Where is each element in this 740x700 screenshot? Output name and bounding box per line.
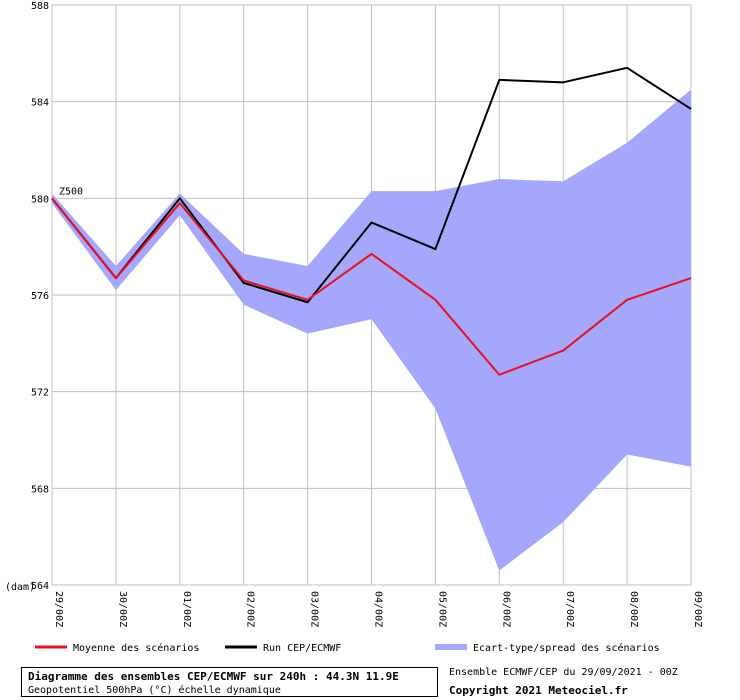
y-tick-label: 588: [31, 1, 49, 12]
x-tick-label: 07/00Z: [564, 591, 575, 627]
x-tick-label: 03/00Z: [309, 591, 320, 627]
series-line-mean: [51, 197, 692, 376]
y-axis-unit-label: (dam): [5, 582, 35, 593]
x-tick-label: 29/00Z: [53, 591, 64, 627]
z500-annotation: Z500: [59, 186, 83, 197]
legend-label: Run CEP/ECMWF: [263, 643, 341, 654]
footer-subtitle: Geopotentiel 500hPa (°C) échelle dynamiq…: [28, 685, 281, 696]
legend: Moyenne des scénarios Run CEP/ECMWF Ecart-…: [35, 642, 660, 654]
y-tick-label: 572: [31, 388, 49, 399]
legend-item-mean: Moyenne des scénarios: [35, 642, 199, 654]
y-tick-label: 564: [31, 581, 49, 592]
x-tick-label: 04/00Z: [373, 591, 384, 627]
legend-label: Ecart-type/spread des scénarios: [473, 642, 660, 654]
y-tick-label: 580: [31, 194, 49, 205]
copyright: Copyright 2021 Meteociel.fr: [449, 684, 628, 697]
x-tick-label: 01/00Z: [181, 591, 192, 627]
run-info: Ensemble ECMWF/CEP du 29/09/2021 - 00Z: [449, 667, 678, 678]
footer-title: Diagramme des ensembles CEP/ECMWF sur 24…: [28, 670, 399, 683]
legend-item-spread: Ecart-type/spread des scénarios: [435, 642, 660, 654]
y-tick-label: 576: [31, 291, 49, 302]
x-tick-label: 06/00Z: [500, 591, 511, 627]
spread-band: [52, 89, 691, 571]
series-lines-layer: [51, 66, 692, 376]
legend-item-run: Run CEP/ECMWF: [225, 643, 341, 654]
x-tick-label: 05/00Z: [436, 591, 447, 627]
tick-labels-layer: 568 572 576 580 584 588 29/00Z 30/00Z 01/00Z 02/0…: [31, 1, 703, 627]
x-tick-label: 08/00Z: [628, 591, 639, 627]
y-tick-label: 568: [31, 484, 49, 495]
spread-band-layer: [52, 89, 691, 571]
y-tick-label: 584: [31, 98, 49, 109]
x-tick-label: 09/00Z: [692, 591, 703, 627]
footer-title-box: Diagramme des ensembles CEP/ECMWF sur 24…: [21, 667, 438, 697]
x-tick-label: 30/00Z: [117, 591, 128, 627]
x-tick-label: 02/00Z: [245, 591, 256, 627]
legend-label: Moyenne des scénarios: [73, 642, 199, 654]
series-line-run: [51, 66, 692, 304]
